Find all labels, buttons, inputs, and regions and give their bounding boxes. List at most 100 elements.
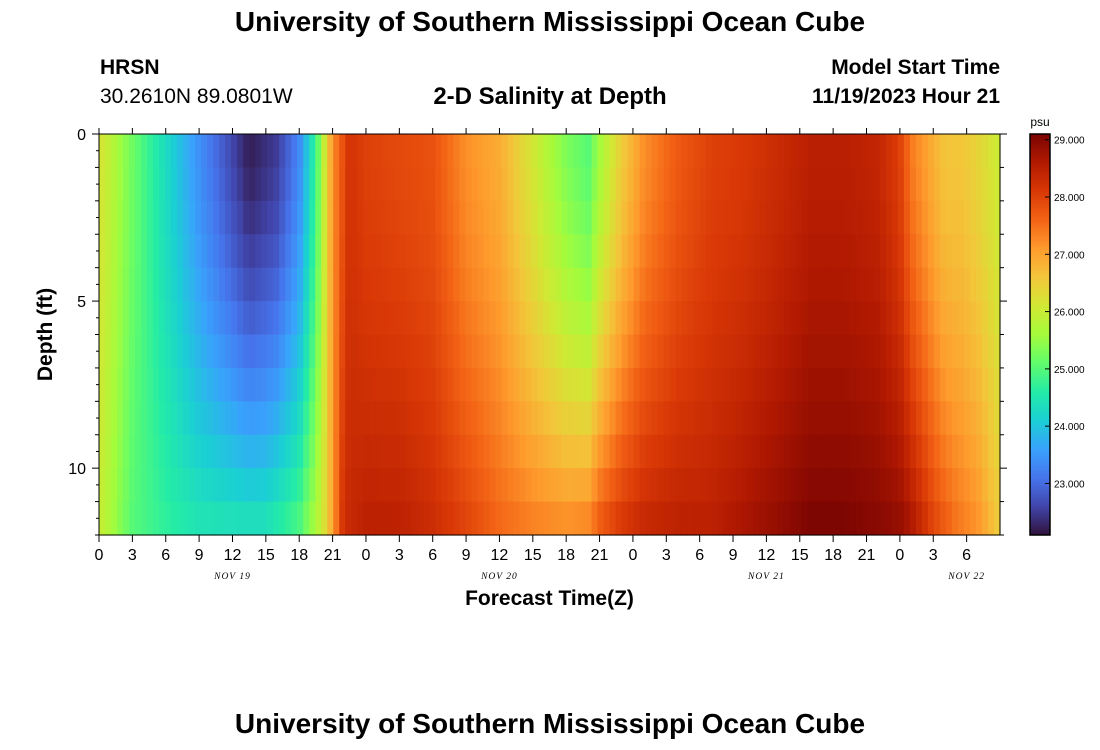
heatmap-cell	[471, 434, 479, 469]
heatmap-cell	[171, 167, 178, 202]
heatmap-cell	[417, 134, 424, 169]
heatmap-cell	[855, 301, 863, 336]
heatmap-cell	[795, 468, 803, 503]
heatmap-cell	[369, 167, 376, 202]
heatmap-cell	[765, 501, 773, 536]
heatmap-cell	[915, 267, 923, 302]
heatmap-cell	[219, 334, 226, 369]
heatmap-cell	[807, 234, 815, 269]
heatmap-cell	[357, 468, 364, 503]
heatmap-cell	[303, 501, 310, 536]
heatmap-cell	[831, 301, 839, 336]
model-start-label: Model Start Time	[831, 56, 1000, 79]
heatmap-cell	[231, 334, 238, 369]
heatmap-cell	[639, 234, 647, 269]
heatmap-cell	[711, 367, 719, 402]
heatmap-cell	[147, 267, 154, 302]
heatmap-cell	[327, 134, 334, 169]
heatmap-cell	[897, 501, 905, 536]
heatmap-cell	[105, 234, 112, 269]
heatmap-cell	[249, 468, 256, 503]
heatmap-cell	[201, 267, 208, 302]
heatmap-cell	[723, 501, 731, 536]
heatmap-cell	[855, 468, 863, 503]
heatmap-cell	[621, 267, 629, 302]
heatmap-cell	[237, 367, 244, 402]
heatmap-cell	[735, 434, 743, 469]
heatmap-cell	[327, 267, 334, 302]
heatmap-cell	[795, 267, 803, 302]
heatmap-cell	[279, 301, 286, 336]
heatmap-cell	[585, 301, 593, 336]
heatmap-cell	[693, 401, 701, 436]
heatmap-cell	[171, 301, 178, 336]
heatmap-cell	[747, 501, 755, 536]
heatmap-cell	[795, 234, 803, 269]
heatmap-cell	[507, 234, 515, 269]
heatmap-cell	[867, 367, 875, 402]
heatmap-cell	[849, 401, 857, 436]
heatmap-cell	[651, 200, 659, 235]
heatmap-cell	[447, 200, 454, 235]
heatmap-cell	[609, 167, 617, 202]
heatmap-cell	[657, 167, 665, 202]
heatmap-cell	[681, 434, 689, 469]
heatmap-cell	[285, 200, 292, 235]
heatmap-cell	[753, 334, 761, 369]
heatmap-cell	[969, 234, 977, 269]
heatmap-cell	[495, 134, 503, 169]
heatmap-cell	[969, 334, 977, 369]
heatmap-cell	[153, 501, 160, 536]
heatmap-cell	[933, 234, 941, 269]
heatmap-cell	[861, 468, 869, 503]
heatmap-cell	[327, 200, 334, 235]
heatmap-cell	[243, 167, 250, 202]
heatmap-cell	[771, 200, 779, 235]
heatmap-cell	[207, 334, 214, 369]
heatmap-cell	[465, 167, 473, 202]
heatmap-cell	[813, 234, 821, 269]
heatmap-cell	[657, 367, 665, 402]
heatmap-cell	[705, 367, 713, 402]
heatmap-cell	[927, 401, 935, 436]
heatmap-cell	[111, 367, 118, 402]
heatmap-cell	[267, 301, 274, 336]
heatmap-cell	[729, 200, 737, 235]
heatmap-cell	[417, 367, 424, 402]
heatmap-cell	[261, 501, 268, 536]
heatmap-cell	[201, 167, 208, 202]
heatmap-cell	[933, 167, 941, 202]
heatmap-cell	[237, 334, 244, 369]
heatmap-cell	[765, 367, 773, 402]
heatmap-cell	[789, 234, 797, 269]
heatmap-cell	[105, 334, 112, 369]
heatmap-cell	[621, 468, 629, 503]
heatmap-cell	[765, 301, 773, 336]
heatmap-cell	[597, 200, 605, 235]
heatmap-cell	[981, 334, 989, 369]
heatmap-cell	[651, 434, 659, 469]
heatmap-cell	[165, 267, 172, 302]
heatmap-cell	[597, 367, 605, 402]
heatmap-cell	[777, 301, 785, 336]
heatmap-cell	[669, 167, 677, 202]
heatmap-cell	[327, 301, 334, 336]
heatmap-cell	[225, 234, 232, 269]
heatmap-cell	[213, 167, 220, 202]
heatmap-cell	[981, 501, 989, 536]
heatmap-cell	[699, 468, 707, 503]
heatmap-cell	[825, 501, 833, 536]
heatmap-cell	[267, 334, 274, 369]
heatmap-cell	[369, 334, 376, 369]
heatmap-cell	[297, 301, 304, 336]
heatmap-cell	[729, 134, 737, 169]
heatmap-cell	[447, 234, 454, 269]
heatmap-cell	[177, 234, 184, 269]
heatmap-cell	[333, 501, 340, 536]
heatmap-cell	[525, 167, 533, 202]
heatmap-cell	[423, 334, 430, 369]
heatmap-cell	[111, 200, 118, 235]
heatmap-cell	[663, 301, 671, 336]
heatmap-cell	[795, 367, 803, 402]
heatmap-cell	[417, 267, 424, 302]
